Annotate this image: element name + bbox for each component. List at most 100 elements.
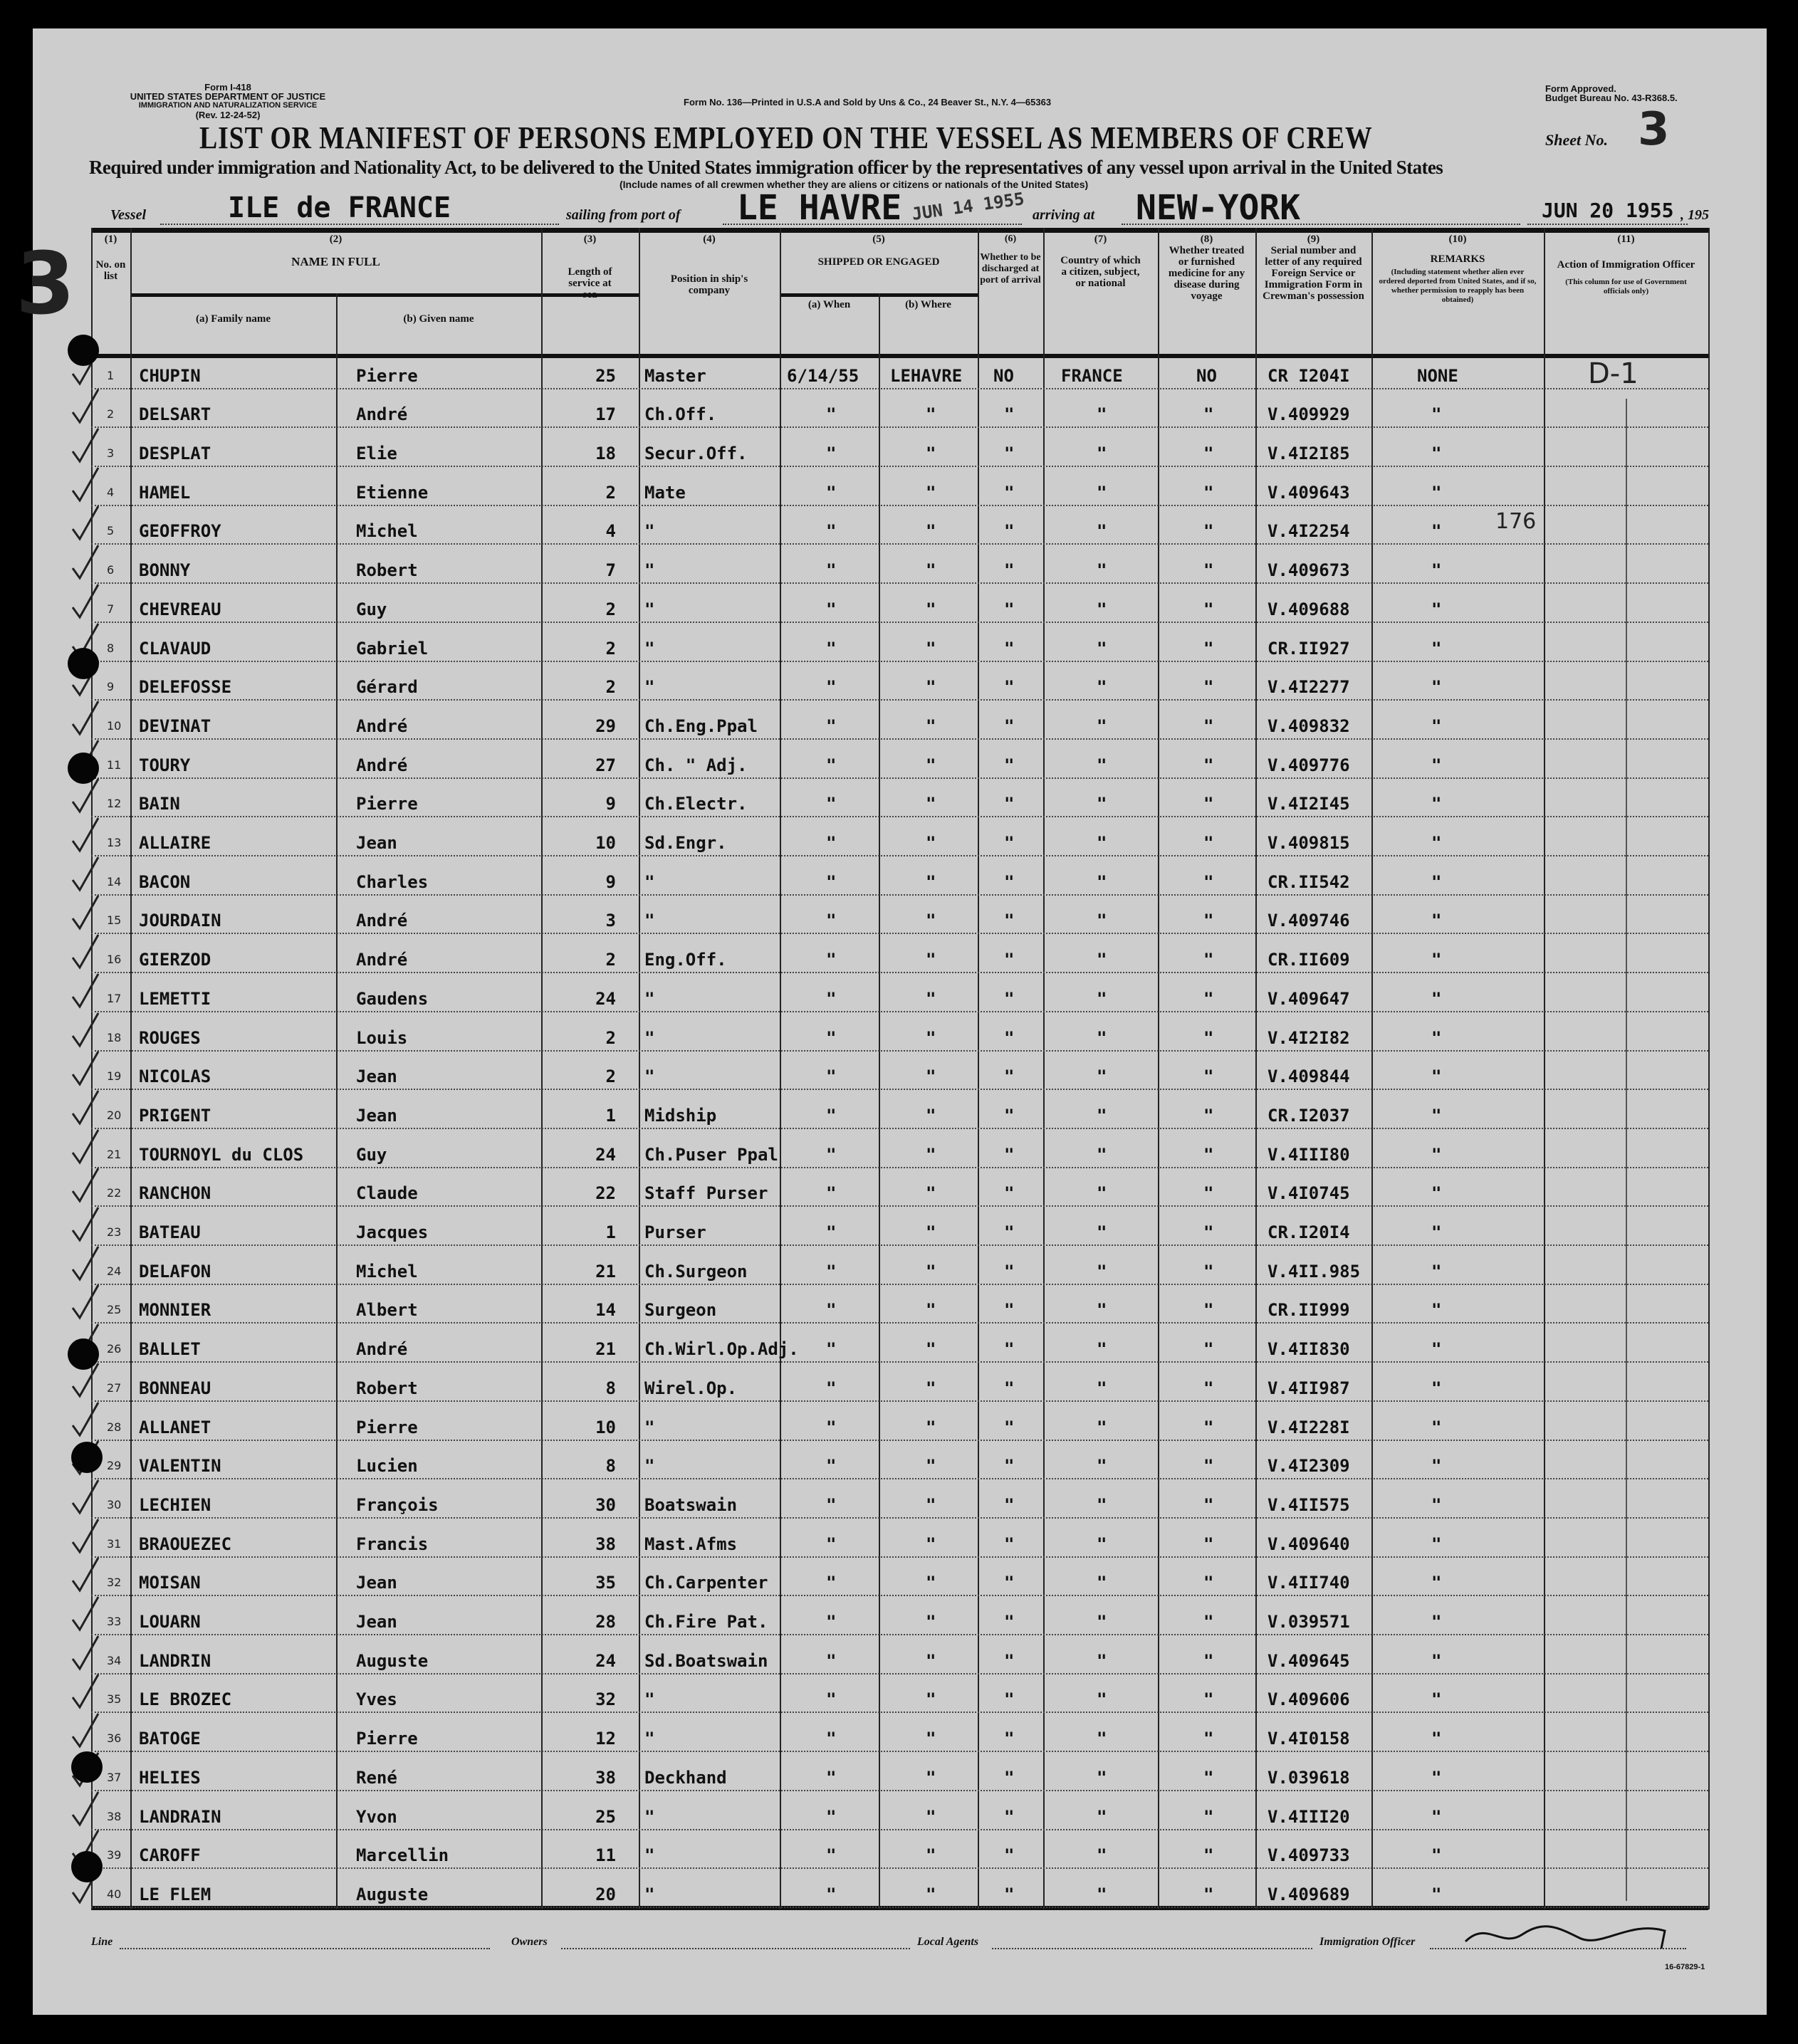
remarks: ": [1431, 1494, 1442, 1515]
remarks: ": [1431, 1767, 1442, 1788]
country: ": [1097, 911, 1107, 931]
position: ": [644, 599, 655, 619]
row-number: 13: [107, 836, 122, 850]
medicine: ": [1203, 1417, 1214, 1437]
given-name: André: [356, 404, 408, 425]
length-of-service: 12: [595, 1729, 616, 1749]
given-name: Gaudens: [356, 988, 429, 1009]
table-row: 18 ROUGES Louis 2 " " " " " " V.4I2I82 ": [71, 1011, 1708, 1052]
serial-number: V.409647: [1268, 988, 1350, 1009]
shipped-when: ": [826, 1027, 837, 1048]
check-mark-icon: [71, 584, 100, 619]
header-remarks: (10) REMARKS (Including statement whether …: [1379, 234, 1537, 304]
given-name: Pierre: [356, 1729, 418, 1749]
shipped-where: ": [926, 1612, 936, 1632]
shipped-where: ": [926, 1222, 936, 1243]
position: Sd.Engr.: [644, 833, 727, 854]
footer-officer-label: Immigration Officer: [1319, 1936, 1416, 1948]
remarks: ": [1431, 1806, 1442, 1827]
medicine: ": [1203, 404, 1214, 425]
family-name: TOURNOYL du CLOS: [139, 1144, 304, 1165]
serial-number: V.409815: [1268, 833, 1350, 854]
serial-number: V.4II740: [1268, 1573, 1350, 1593]
table-row: 6 BONNY Robert 7 " " " " " " V.409673 ": [71, 544, 1708, 585]
length-of-service: 2: [605, 950, 616, 970]
length-of-service: 18: [595, 444, 616, 464]
country: ": [1097, 1183, 1107, 1204]
shipped-where: ": [926, 1806, 936, 1827]
row-number: 24: [107, 1264, 122, 1278]
form-agency-block: Form I-418 UNITED STATES DEPARTMENT OF J…: [89, 83, 367, 120]
family-name: LANDRIN: [139, 1650, 211, 1671]
remarks: ": [1431, 1729, 1442, 1749]
punch-hole: [71, 1442, 103, 1473]
shipped-when: ": [826, 404, 837, 425]
given-name: Louis: [356, 1027, 408, 1048]
check-mark-icon: [71, 545, 100, 580]
family-name: LOUARN: [139, 1612, 201, 1632]
check-mark-icon: [71, 1557, 100, 1593]
shipped-when: ": [826, 755, 837, 775]
position: Secur.Off.: [644, 444, 748, 464]
position: Boatswain: [644, 1494, 738, 1515]
discharged: ": [1004, 833, 1015, 854]
table-row: 37 HELIES René 38 Deckhand " " " " " V.039618 ": [71, 1751, 1708, 1791]
shipped-where: ": [926, 1494, 936, 1515]
serial-number: V.409776: [1268, 755, 1350, 775]
given-name: Pierre: [356, 1417, 418, 1437]
shipped-where: ": [926, 794, 936, 814]
medicine: NO: [1196, 365, 1217, 386]
discharged: ": [1004, 1027, 1015, 1048]
length-of-service: 9: [605, 871, 616, 892]
check-mark-icon: [71, 1713, 100, 1749]
discharged: ": [1004, 482, 1015, 503]
shipped-where: ": [926, 444, 936, 464]
footer-code: 16-67829-1: [1665, 1963, 1705, 1971]
remarks: ": [1431, 1884, 1442, 1904]
remarks: ": [1431, 1612, 1442, 1632]
departure-port: LE HAVRE: [737, 188, 902, 228]
medicine: ": [1203, 794, 1214, 814]
family-name: BALLET: [139, 1339, 201, 1360]
row-number: 29: [107, 1459, 122, 1473]
shipped-where: ": [926, 560, 936, 581]
family-name: LE BROZEC: [139, 1689, 232, 1710]
table-row: 34 LANDRIN Auguste 24 Sd.Boatswain " " " " " V.409…: [71, 1634, 1708, 1674]
shipped-where: ": [926, 988, 936, 1009]
country: ": [1097, 1417, 1107, 1437]
shipped-when: ": [826, 1767, 837, 1788]
discharged: ": [1004, 794, 1015, 814]
medicine: ": [1203, 950, 1214, 970]
given-name: André: [356, 716, 408, 736]
officer-signature: [1464, 1925, 1666, 1949]
position: ": [644, 1845, 655, 1866]
shipped-where: ": [926, 1534, 936, 1554]
given-name: Pierre: [356, 794, 418, 814]
row-number: 27: [107, 1380, 122, 1395]
discharged: ": [1004, 1689, 1015, 1710]
voyage-line: Vessel ILE de FRANCE sailing from port o…: [110, 188, 1720, 228]
table-row: 31 BRAOUEZEC Francis 38 Mast.Afms " " " " " V.4096…: [71, 1517, 1708, 1558]
header-length: (3) Length of service at sea: [568, 234, 612, 300]
given-name: Pierre: [356, 365, 418, 386]
serial-number: V.409643: [1268, 482, 1350, 503]
row-number: 1: [107, 368, 115, 382]
header-shipped: (5) SHIPPED OR ENGAGED: [817, 234, 940, 268]
medicine: ": [1203, 1339, 1214, 1360]
serial-number: CR.I2037: [1268, 1105, 1350, 1126]
check-mark-icon: [71, 856, 100, 892]
given-name: Jean: [356, 1573, 397, 1593]
row-number: 31: [107, 1536, 122, 1551]
remarks: ": [1431, 1066, 1442, 1087]
shipped-when: ": [826, 1300, 837, 1321]
length-of-service: 24: [595, 1144, 616, 1165]
arrival-port: NEW-YORK: [1136, 188, 1301, 228]
given-name: André: [356, 1339, 408, 1360]
manifest-page: [33, 28, 1767, 2015]
discharged: ": [1004, 1456, 1015, 1477]
medicine: ": [1203, 482, 1214, 503]
table-row: 35 LE BROZEC Yves 32 " " " " " " V.409606 ": [71, 1673, 1708, 1714]
position: Deckhand: [644, 1767, 727, 1788]
serial-number: V.409689: [1268, 1884, 1350, 1904]
shipped-where: ": [926, 404, 936, 425]
